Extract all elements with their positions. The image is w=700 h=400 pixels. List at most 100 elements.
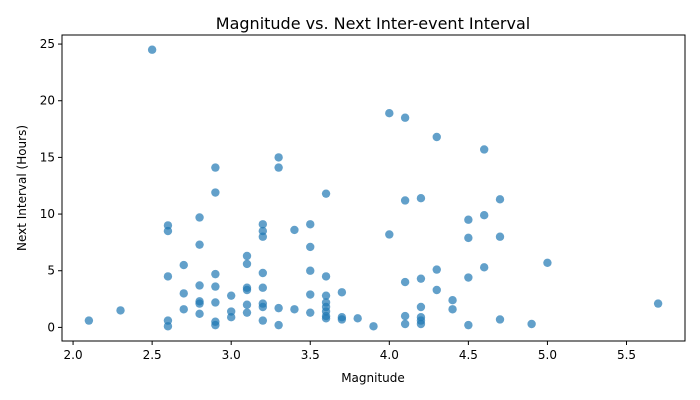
data-point <box>179 260 188 270</box>
y-tick-label: 20 <box>40 94 55 108</box>
data-point <box>321 291 331 300</box>
data-point <box>242 259 252 269</box>
data-point <box>369 322 378 331</box>
data-point <box>653 299 663 308</box>
data-point <box>400 319 410 329</box>
x-tick-label: 5.0 <box>538 348 557 362</box>
data-point <box>258 268 268 278</box>
data-point <box>306 242 315 252</box>
data-point <box>306 308 315 317</box>
data-point <box>306 290 315 299</box>
data-point <box>226 291 236 300</box>
data-point <box>163 322 173 331</box>
data-point <box>242 308 252 317</box>
x-tick-label: 5.5 <box>617 348 636 362</box>
x-tick-label: 3.5 <box>301 348 320 362</box>
data-point <box>258 283 268 292</box>
data-point <box>321 272 331 281</box>
data-point <box>274 153 283 162</box>
data-point <box>495 315 505 324</box>
y-tick-label: 5 <box>47 264 55 278</box>
data-point <box>479 211 489 220</box>
chart-title: Magnitude vs. Next Inter-event Interval <box>216 14 530 33</box>
y-tick-label: 25 <box>40 37 55 51</box>
data-point <box>211 320 220 330</box>
data-point <box>416 302 426 312</box>
data-point <box>321 189 331 198</box>
data-point <box>179 289 188 298</box>
data-point <box>179 305 188 314</box>
data-point <box>543 258 552 267</box>
y-tick-label: 15 <box>40 150 55 164</box>
data-point <box>211 163 220 172</box>
x-tick-label: 2.5 <box>143 348 162 362</box>
data-point <box>479 263 489 272</box>
data-point <box>432 132 441 142</box>
x-tick-label: 4.5 <box>459 348 478 362</box>
data-point <box>400 113 410 122</box>
data-point <box>448 296 457 305</box>
data-point <box>242 285 252 295</box>
x-tick-label: 3.0 <box>222 348 241 362</box>
data-point <box>448 305 457 314</box>
data-point <box>400 311 410 321</box>
data-point <box>195 240 204 249</box>
x-tick-label: 2.0 <box>64 348 83 362</box>
x-axis-label: Magnitude <box>341 371 405 385</box>
data-point <box>321 314 331 323</box>
data-point <box>258 232 268 241</box>
y-axis: 0 5 10 15 20 25 <box>40 37 62 334</box>
data-point <box>242 251 252 261</box>
data-point <box>464 320 473 330</box>
data-point <box>195 213 204 222</box>
data-point <box>464 215 473 224</box>
data-point <box>274 320 283 330</box>
data-point <box>385 109 394 118</box>
data-point <box>495 232 505 241</box>
data-point <box>290 225 299 235</box>
data-point <box>385 230 394 239</box>
data-point <box>258 220 268 229</box>
data-point <box>416 274 426 283</box>
data-point <box>495 195 505 204</box>
data-point <box>464 233 473 243</box>
data-point <box>195 281 204 290</box>
data-point <box>242 300 252 309</box>
data-point <box>400 196 410 205</box>
data-point <box>226 313 236 322</box>
data-point <box>195 299 204 308</box>
data-point <box>290 305 299 314</box>
data-point <box>527 319 536 329</box>
y-tick-label: 0 <box>47 320 55 334</box>
data-point <box>211 269 220 279</box>
data-point <box>195 309 204 318</box>
data-point <box>147 45 157 54</box>
data-point <box>432 265 441 274</box>
data-point <box>464 273 473 282</box>
data-point <box>353 314 362 323</box>
data-point <box>163 226 173 236</box>
plot-frame <box>61 34 686 342</box>
data-point <box>306 220 315 229</box>
data-point <box>416 194 426 203</box>
x-axis: 2.0 2.5 3.0 3.5 4.0 4.5 5.0 5.5 <box>64 341 636 362</box>
data-point <box>432 285 441 295</box>
data-point <box>479 145 489 154</box>
data-point <box>274 303 283 313</box>
plot-points <box>84 45 663 331</box>
data-point <box>416 319 426 329</box>
data-point <box>337 315 347 324</box>
y-axis-label: Next Interval (Hours) <box>15 125 29 251</box>
x-tick-label: 4.0 <box>380 348 399 362</box>
data-point <box>116 306 125 315</box>
data-point <box>211 188 220 197</box>
data-point <box>258 302 268 312</box>
data-point <box>84 316 94 325</box>
data-point <box>274 163 283 172</box>
y-tick-label: 10 <box>40 207 55 221</box>
data-point <box>400 277 410 287</box>
data-point <box>211 298 220 307</box>
data-point <box>306 266 315 275</box>
data-point <box>211 282 220 291</box>
